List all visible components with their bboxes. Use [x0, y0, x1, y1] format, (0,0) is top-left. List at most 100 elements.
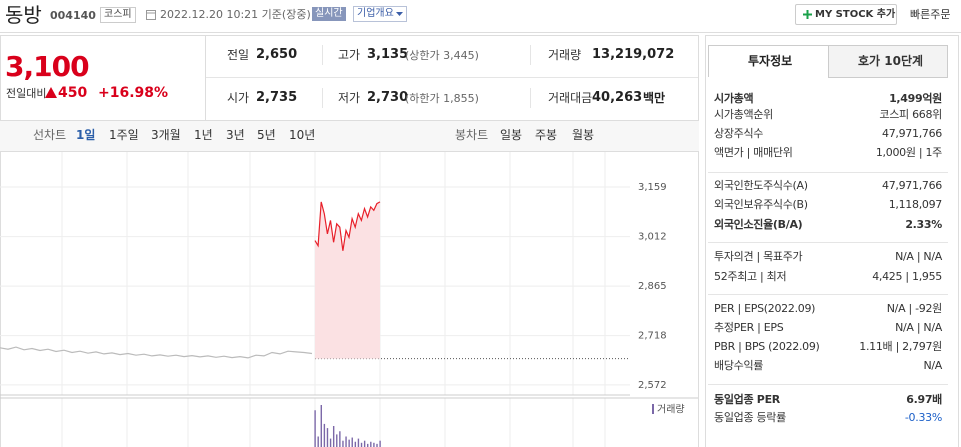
datetime: 2022.12.20 10:21 기준(장중)	[160, 8, 311, 21]
volume-bar	[345, 436, 347, 447]
invest-value: 1,499억원	[889, 92, 942, 105]
invest-label: 외국인한도주식수(A)	[714, 179, 808, 192]
invest-value: 1,000원 | 1주	[875, 146, 942, 159]
volume-bar	[370, 441, 372, 447]
quick-order[interactable]: 빠른주문	[910, 8, 951, 21]
invest-label: 추정PER | EPS	[714, 321, 784, 334]
invest-label: 시가총액순위	[714, 108, 773, 121]
summary-label: 거래량	[548, 48, 582, 62]
candle-tab[interactable]: 일봉	[500, 128, 523, 142]
chart-tab-bar	[0, 120, 699, 152]
invest-label: PER | EPS(2022.09)	[714, 302, 816, 315]
volume-bar	[320, 405, 322, 447]
volume-bar	[342, 440, 344, 447]
period-tab[interactable]: 1주일	[109, 128, 139, 142]
summary-label: 고가	[338, 48, 361, 62]
invest-label: 액면가 | 매매단위	[714, 146, 793, 159]
change-label: 전일대비	[6, 87, 47, 100]
y-tick-label: 2,572	[638, 380, 667, 391]
y-tick-label: 2,865	[638, 281, 667, 292]
volume-bar	[326, 428, 329, 447]
main-frame	[0, 35, 699, 447]
summary-value: 13,219,072	[592, 47, 675, 62]
group-divider	[708, 172, 948, 173]
group-divider	[708, 384, 948, 385]
y-tick-label: 2,718	[638, 331, 667, 342]
orderbook-tab-label: 호가 10단계	[858, 54, 924, 68]
invest-value: 2.33%	[905, 218, 942, 231]
summary-value: 3,135	[367, 47, 409, 62]
volume-bar	[323, 423, 326, 447]
col-divider	[530, 88, 531, 108]
invest-label: PBR | BPS (2022.09)	[714, 340, 820, 353]
stock-code: 004140	[50, 9, 96, 22]
invest-label: 52주최고 | 최저	[714, 270, 787, 283]
invest-label: 상장주식수	[714, 127, 764, 140]
col-divider	[322, 88, 323, 108]
header-divider	[0, 32, 961, 33]
volume-bar	[379, 440, 381, 447]
volume-bar	[348, 439, 350, 447]
period-tab[interactable]: 5년	[257, 128, 276, 142]
candle-chart-label: 봉차트	[455, 128, 489, 142]
invest-value: N/A | -92원	[886, 302, 943, 315]
price-line	[314, 201, 381, 251]
realtime-badge[interactable]: 실시간	[312, 7, 346, 21]
invest-value: N/A | N/A	[895, 250, 942, 263]
period-tab[interactable]: 10년	[289, 128, 316, 142]
invest-label: 동일업종 등락률	[714, 411, 786, 424]
volume-legend-marker	[652, 404, 654, 414]
summary-value: 2,735	[256, 90, 298, 105]
summary-label: 시가	[227, 91, 250, 105]
col-divider	[322, 45, 323, 65]
invest-panel	[705, 35, 959, 447]
invest-value: 4,425 | 1,955	[872, 270, 942, 283]
invest-tab-label: 투자정보	[748, 54, 793, 68]
period-tab[interactable]: 1년	[194, 128, 213, 142]
candle-tab[interactable]: 월봉	[572, 128, 595, 142]
summary-note: (상한가 3,445)	[405, 49, 479, 62]
period-tab[interactable]: 3개월	[151, 128, 181, 142]
row-divider	[206, 77, 698, 78]
volume-bar	[314, 410, 316, 447]
change-value: 450	[58, 85, 88, 101]
invest-value: 47,971,766	[882, 127, 942, 140]
price-chart: 3,159 3,012 2,865 2,718 2,572 거래량	[0, 152, 698, 447]
summary-label: 거래대금	[548, 91, 593, 105]
area-fill	[315, 201, 380, 359]
volume-bar	[367, 443, 369, 447]
invest-value: N/A	[923, 359, 942, 372]
period-tab[interactable]: 1일	[76, 128, 96, 142]
plus-icon	[803, 10, 812, 19]
orderbook-tab[interactable]	[828, 45, 948, 78]
volume-bar	[357, 438, 360, 447]
invest-value: 6.97배	[906, 393, 942, 406]
summary-value: 2,730	[367, 90, 409, 105]
group-divider	[708, 294, 948, 295]
summary-value: 40,263	[592, 90, 643, 105]
invest-label: 외국인소진율(B/A)	[714, 218, 803, 231]
tab-gap	[708, 77, 828, 78]
company-info-button[interactable]: 기업개요	[353, 6, 407, 22]
invest-value: -0.33%	[904, 411, 942, 424]
volume-bar	[336, 434, 338, 447]
summary-label: 저가	[338, 91, 361, 105]
invest-value: 47,971,766	[882, 179, 942, 192]
my-stock-button[interactable]	[795, 4, 897, 25]
period-tab[interactable]: 3년	[226, 128, 245, 142]
invest-label: 외국인보유주식수(B)	[714, 198, 808, 211]
invest-value: 1.11배 | 2,797원	[859, 340, 942, 353]
volume-bar	[339, 431, 341, 447]
invest-value: 1,118,097	[888, 198, 943, 211]
volume-bar	[329, 438, 332, 447]
volume-bar	[376, 443, 378, 447]
summary-note: (하한가 1,855)	[405, 92, 479, 105]
invest-label: 시가총액	[714, 92, 754, 105]
price-line	[0, 346, 313, 359]
volume-bar	[363, 440, 366, 447]
invest-value: 코스피 668위	[879, 108, 942, 121]
candle-tab[interactable]: 주봉	[535, 128, 558, 142]
summary-unit: 백만	[643, 91, 666, 105]
invest-tab[interactable]	[708, 45, 829, 78]
